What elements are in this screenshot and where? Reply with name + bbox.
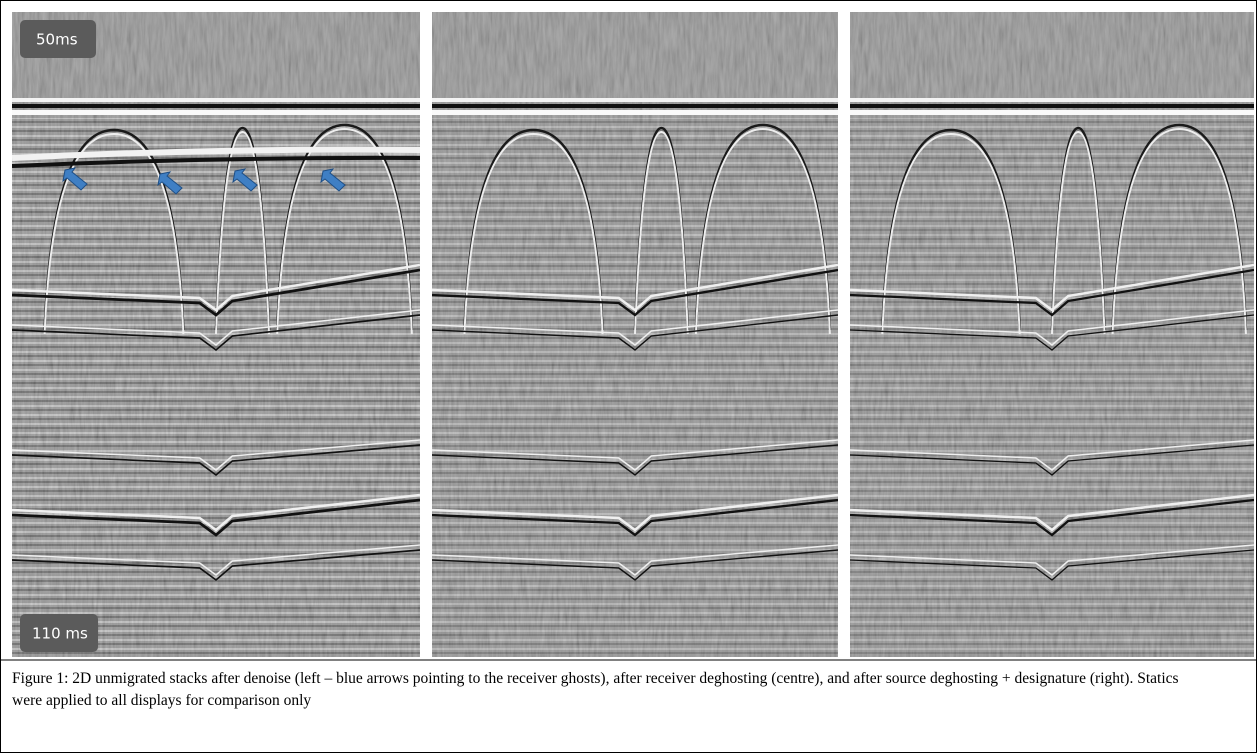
diffraction-light (276, 127, 413, 335)
reflector-light (12, 263, 420, 312)
reflector-light (12, 493, 420, 532)
reflector-dark (12, 549, 420, 582)
time-label-top: 50ms (36, 31, 78, 49)
diffraction-light (881, 132, 1021, 335)
noise (850, 12, 1254, 657)
seismic-panel (850, 12, 1254, 657)
diffraction-light (463, 132, 604, 335)
reflector-light (432, 439, 838, 471)
ghost-arrow (157, 171, 183, 195)
reflector-light (12, 544, 420, 576)
seismic-panel (12, 12, 420, 657)
reflector-dark (850, 444, 1254, 476)
reflector-light (432, 309, 838, 346)
seabed-white (850, 98, 1254, 102)
seabed-white (12, 98, 420, 102)
reflector-dark (432, 549, 838, 581)
reflector-light (432, 263, 838, 312)
diffraction-light (1051, 130, 1106, 335)
seabed-white-2 (12, 110, 420, 115)
seabed-black (432, 104, 838, 108)
reflector-dark (12, 268, 420, 317)
reflector-light (850, 309, 1254, 346)
reflector-dark (432, 268, 838, 317)
seabed-white-2 (432, 110, 838, 115)
ghost-arrow (232, 168, 258, 192)
reflector-dark (12, 498, 420, 537)
reflector-dark (432, 444, 838, 476)
figure-panels: 50ms 110 ms (0, 12, 1257, 661)
diffraction-light (1111, 127, 1247, 335)
ghost-band-dark (12, 155, 420, 168)
label-bottom: 110 ms (20, 614, 98, 652)
ghost-arrow (62, 167, 88, 191)
reflector-dark (12, 314, 420, 352)
reflector-light (850, 493, 1254, 532)
ghost-band (12, 146, 420, 161)
panels (12, 12, 1254, 657)
reflector-dark (850, 314, 1254, 351)
seismic-panel (432, 12, 838, 657)
ghost-arrow (320, 168, 346, 192)
reflector-dark (850, 268, 1254, 317)
reflector-light (850, 544, 1254, 576)
diffraction-light (215, 130, 271, 335)
diffraction-light (43, 132, 185, 335)
seabed-white (432, 98, 838, 102)
time-label-bottom: 110 ms (32, 625, 88, 643)
reflector-dark (12, 444, 420, 477)
label-top: 50ms (20, 20, 96, 58)
caption: Figure 1: 2D unmigrated stacks after den… (12, 670, 1179, 709)
noise (432, 12, 838, 657)
reflector-dark (850, 549, 1254, 581)
reflector-light (12, 439, 420, 471)
seabed-black (850, 104, 1254, 108)
diffraction-light (634, 130, 689, 335)
reflector-dark (432, 498, 838, 537)
reflector-light (432, 493, 838, 532)
noise (12, 12, 420, 657)
reflector-light (432, 544, 838, 576)
reflector-dark (850, 498, 1254, 537)
seabed-white-2 (850, 110, 1254, 115)
reflector-dark (432, 314, 838, 351)
reflector-light (850, 263, 1254, 312)
seabed-black (12, 104, 420, 108)
reflector-light (850, 439, 1254, 471)
diffraction-light (694, 127, 831, 335)
reflector-light (12, 309, 420, 346)
